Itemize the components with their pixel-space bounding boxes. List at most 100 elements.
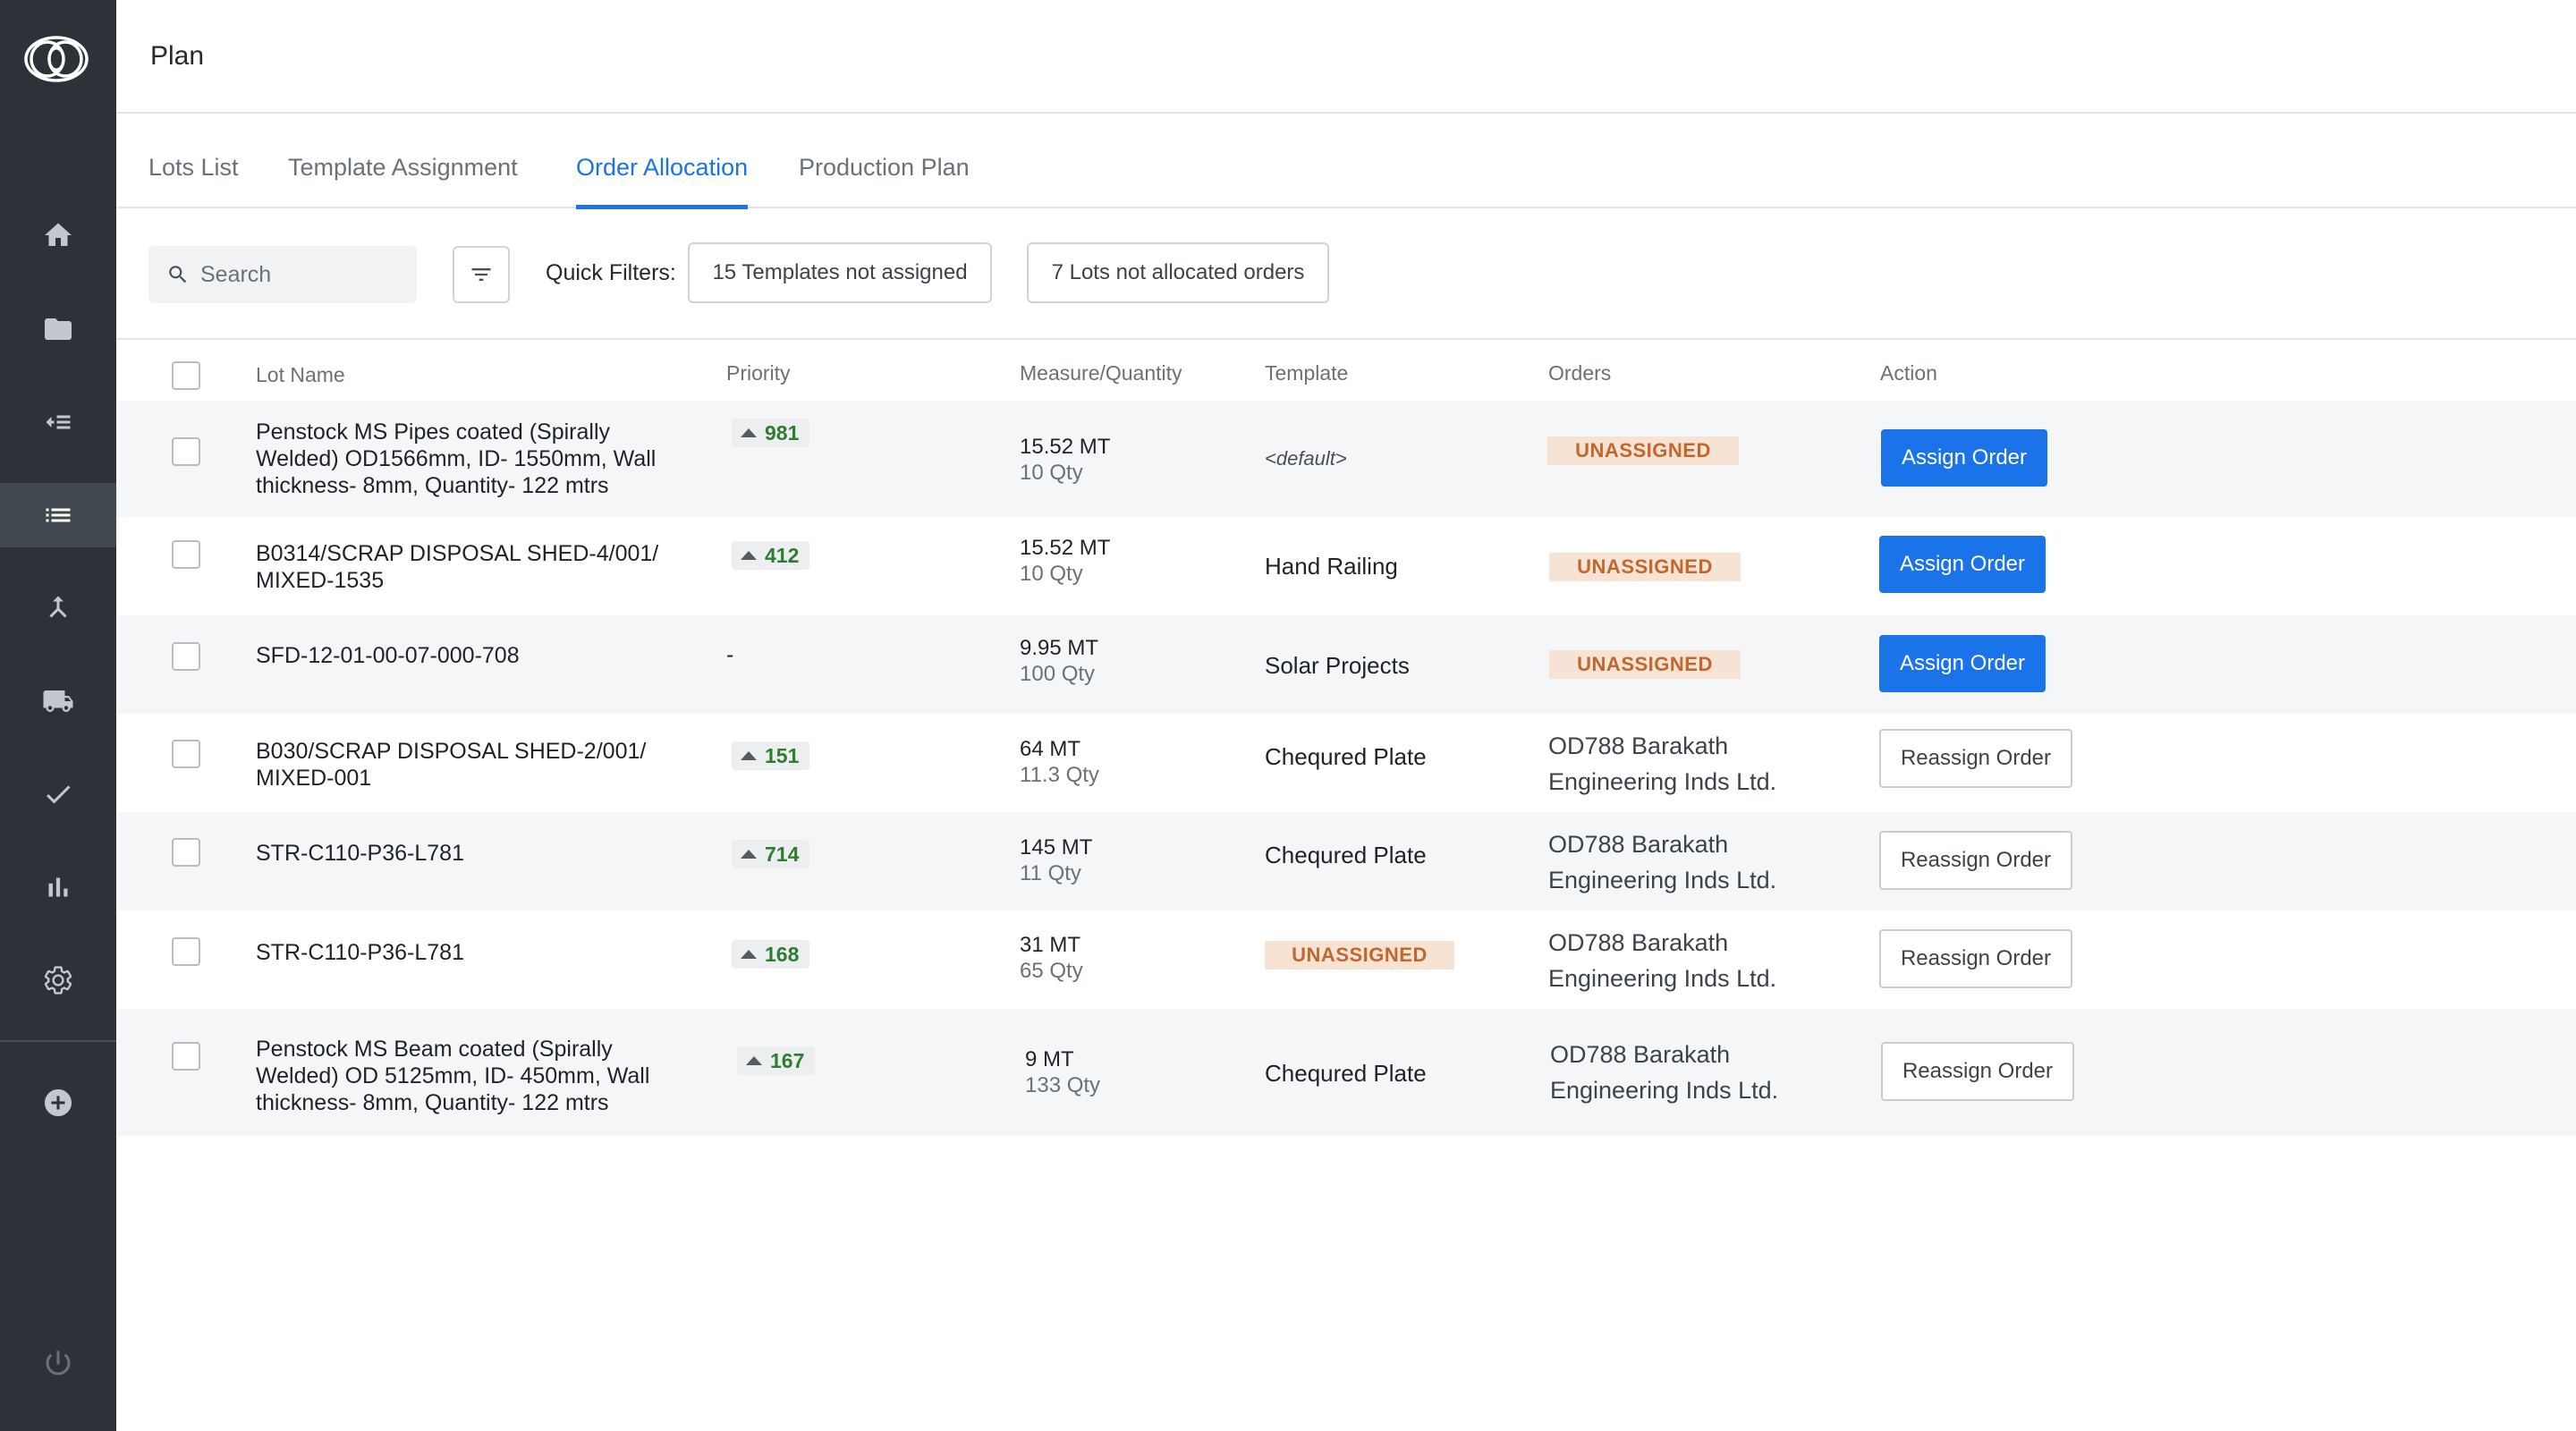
filter-icon <box>471 268 491 281</box>
priority-badge: 168 <box>732 940 810 969</box>
priority-up-icon <box>741 850 757 859</box>
tab-bar: Lots List Template Assignment Order Allo… <box>116 114 2576 209</box>
nav-power[interactable] <box>0 1331 116 1395</box>
assign-order-button[interactable]: Assign Order <box>1879 536 2046 593</box>
list-icon <box>46 508 71 522</box>
col-measure: Measure/Quantity <box>1020 361 1182 385</box>
select-all-checkbox[interactable] <box>172 361 200 390</box>
template-name: <default> <box>1265 447 1347 470</box>
template-status-badge: UNASSIGNED <box>1265 941 1454 970</box>
priority-up-icon <box>741 551 757 560</box>
sidebar <box>0 0 116 1431</box>
sidebar-divider <box>0 1040 116 1042</box>
table-row: STR-C110-P36-L781 168 31 MT 65 Qty UNASSI… <box>116 910 2576 1009</box>
priority-up-icon <box>741 428 757 437</box>
toolbar: Quick Filters: 15 Templates not assigned… <box>116 208 2576 340</box>
reassign-order-button[interactable]: Reassign Order <box>1879 831 2072 890</box>
lot-name: SFD-12-01-00-07-000-708 <box>256 643 520 668</box>
page-title: Plan <box>150 41 205 71</box>
nav-merge[interactable] <box>0 576 116 640</box>
row-checkbox[interactable] <box>172 838 200 867</box>
checklist-icon <box>46 415 71 429</box>
row-checkbox[interactable] <box>172 740 200 768</box>
lots-table: Lot Name Priority Measure/Quantity Templ… <box>116 340 2576 1136</box>
order-status-badge: UNASSIGNED <box>1547 436 1739 465</box>
folder-icon <box>45 318 72 340</box>
reassign-order-button[interactable]: Reassign Order <box>1879 929 2072 988</box>
table-row: Penstock MS Beam coated (Spirally Welded)… <box>116 1009 2576 1136</box>
table-row: STR-C110-P36-L781 714 145 MT 11 Qty Chequ… <box>116 812 2576 910</box>
col-lot-name: Lot Name <box>256 363 345 386</box>
check-icon <box>47 785 71 804</box>
measure-quantity: 64 MT 11.3 Qty <box>1020 737 1099 787</box>
quick-filters-label: Quick Filters: <box>546 260 676 285</box>
table-row: SFD-12-01-00-07-000-708 - 9.95 MT 100 Qty… <box>116 615 2576 714</box>
measure-quantity: 9 MT 133 Qty <box>1025 1047 1101 1097</box>
priority-up-icon <box>741 950 757 959</box>
template-name: Chequred Plate <box>1265 743 1427 770</box>
col-action: Action <box>1880 361 1937 385</box>
template-name: Chequred Plate <box>1265 1060 1427 1087</box>
assign-order-button[interactable]: Assign Order <box>1881 429 2047 487</box>
lot-name: STR-C110-P36-L781 <box>256 841 464 866</box>
brand-logo[interactable] <box>24 36 89 82</box>
nav-checklist[interactable] <box>0 390 116 454</box>
nav-add[interactable] <box>0 1071 116 1135</box>
truck-icon <box>43 690 73 712</box>
order-name: OD788 Barakath Engineering Inds Ltd. <box>1548 732 1777 795</box>
filter-chip-lots[interactable]: 7 Lots not allocated orders <box>1027 242 1329 303</box>
nav-folder[interactable] <box>0 297 116 361</box>
nav-list[interactable] <box>0 483 116 547</box>
table-row: Penstock MS Pipes coated (Spirally Welded… <box>116 401 2576 517</box>
table-row: B0314/SCRAP DISPOSAL SHED-4/001/MIXED-15… <box>116 517 2576 615</box>
col-priority: Priority <box>726 361 791 385</box>
lot-name: Penstock MS Pipes coated (Spirally Welded… <box>256 419 657 498</box>
nav-shipping[interactable] <box>0 669 116 733</box>
measure-quantity: 15.52 MT 10 Qty <box>1020 435 1111 485</box>
measure-quantity: 145 MT 11 Qty <box>1020 835 1093 885</box>
merge-icon <box>49 596 67 618</box>
power-icon <box>46 1351 71 1376</box>
row-checkbox[interactable] <box>172 937 200 966</box>
priority-badge: 981 <box>732 419 810 447</box>
priority-badge: 412 <box>732 541 810 570</box>
nav-settings[interactable] <box>0 948 116 1012</box>
home-icon <box>45 223 72 246</box>
order-name: OD788 Barakath Engineering Inds Ltd. <box>1548 929 1777 992</box>
order-status-badge: UNASSIGNED <box>1549 650 1741 679</box>
search-input[interactable] <box>200 261 397 288</box>
lot-name: STR-C110-P36-L781 <box>256 940 464 965</box>
priority-up-icon <box>746 1056 762 1065</box>
row-checkbox[interactable] <box>172 540 200 569</box>
search-box <box>148 246 417 303</box>
tab-production-plan[interactable]: Production Plan <box>799 154 970 181</box>
nav-reports[interactable] <box>0 855 116 919</box>
template-name: Solar Projects <box>1265 652 1410 679</box>
tab-order-allocation[interactable]: Order Allocation <box>576 154 749 209</box>
measure-quantity: 15.52 MT 10 Qty <box>1020 536 1111 586</box>
add-circle-icon <box>45 1089 72 1116</box>
filter-button[interactable] <box>453 246 510 303</box>
nav-approvals[interactable] <box>0 762 116 826</box>
table-header: Lot Name Priority Measure/Quantity Templ… <box>116 340 2576 401</box>
template-name: Chequred Plate <box>1265 842 1427 868</box>
order-status-badge: UNASSIGNED <box>1549 553 1741 581</box>
col-template: Template <box>1265 361 1349 385</box>
reassign-order-button[interactable]: Reassign Order <box>1879 729 2072 788</box>
measure-quantity: 9.95 MT 100 Qty <box>1020 636 1099 686</box>
nav-home[interactable] <box>0 203 116 267</box>
tab-lots-list[interactable]: Lots List <box>148 154 239 181</box>
row-checkbox[interactable] <box>172 642 200 671</box>
app-header: Plan <box>116 0 2576 114</box>
row-checkbox[interactable] <box>172 437 200 466</box>
reassign-order-button[interactable]: Reassign Order <box>1881 1042 2074 1101</box>
filter-chip-templates[interactable]: 15 Templates not assigned <box>688 242 992 303</box>
search-icon <box>169 266 187 284</box>
priority-up-icon <box>741 751 757 760</box>
template-name: Hand Railing <box>1265 553 1398 580</box>
table-row: B030/SCRAP DISPOSAL SHED-2/001/MIXED-001… <box>116 714 2576 812</box>
tab-template-assignment[interactable]: Template Assignment <box>288 154 518 181</box>
row-checkbox[interactable] <box>172 1042 200 1071</box>
lot-name: Penstock MS Beam coated (Spirally Welded)… <box>256 1037 650 1115</box>
assign-order-button[interactable]: Assign Order <box>1879 635 2046 692</box>
